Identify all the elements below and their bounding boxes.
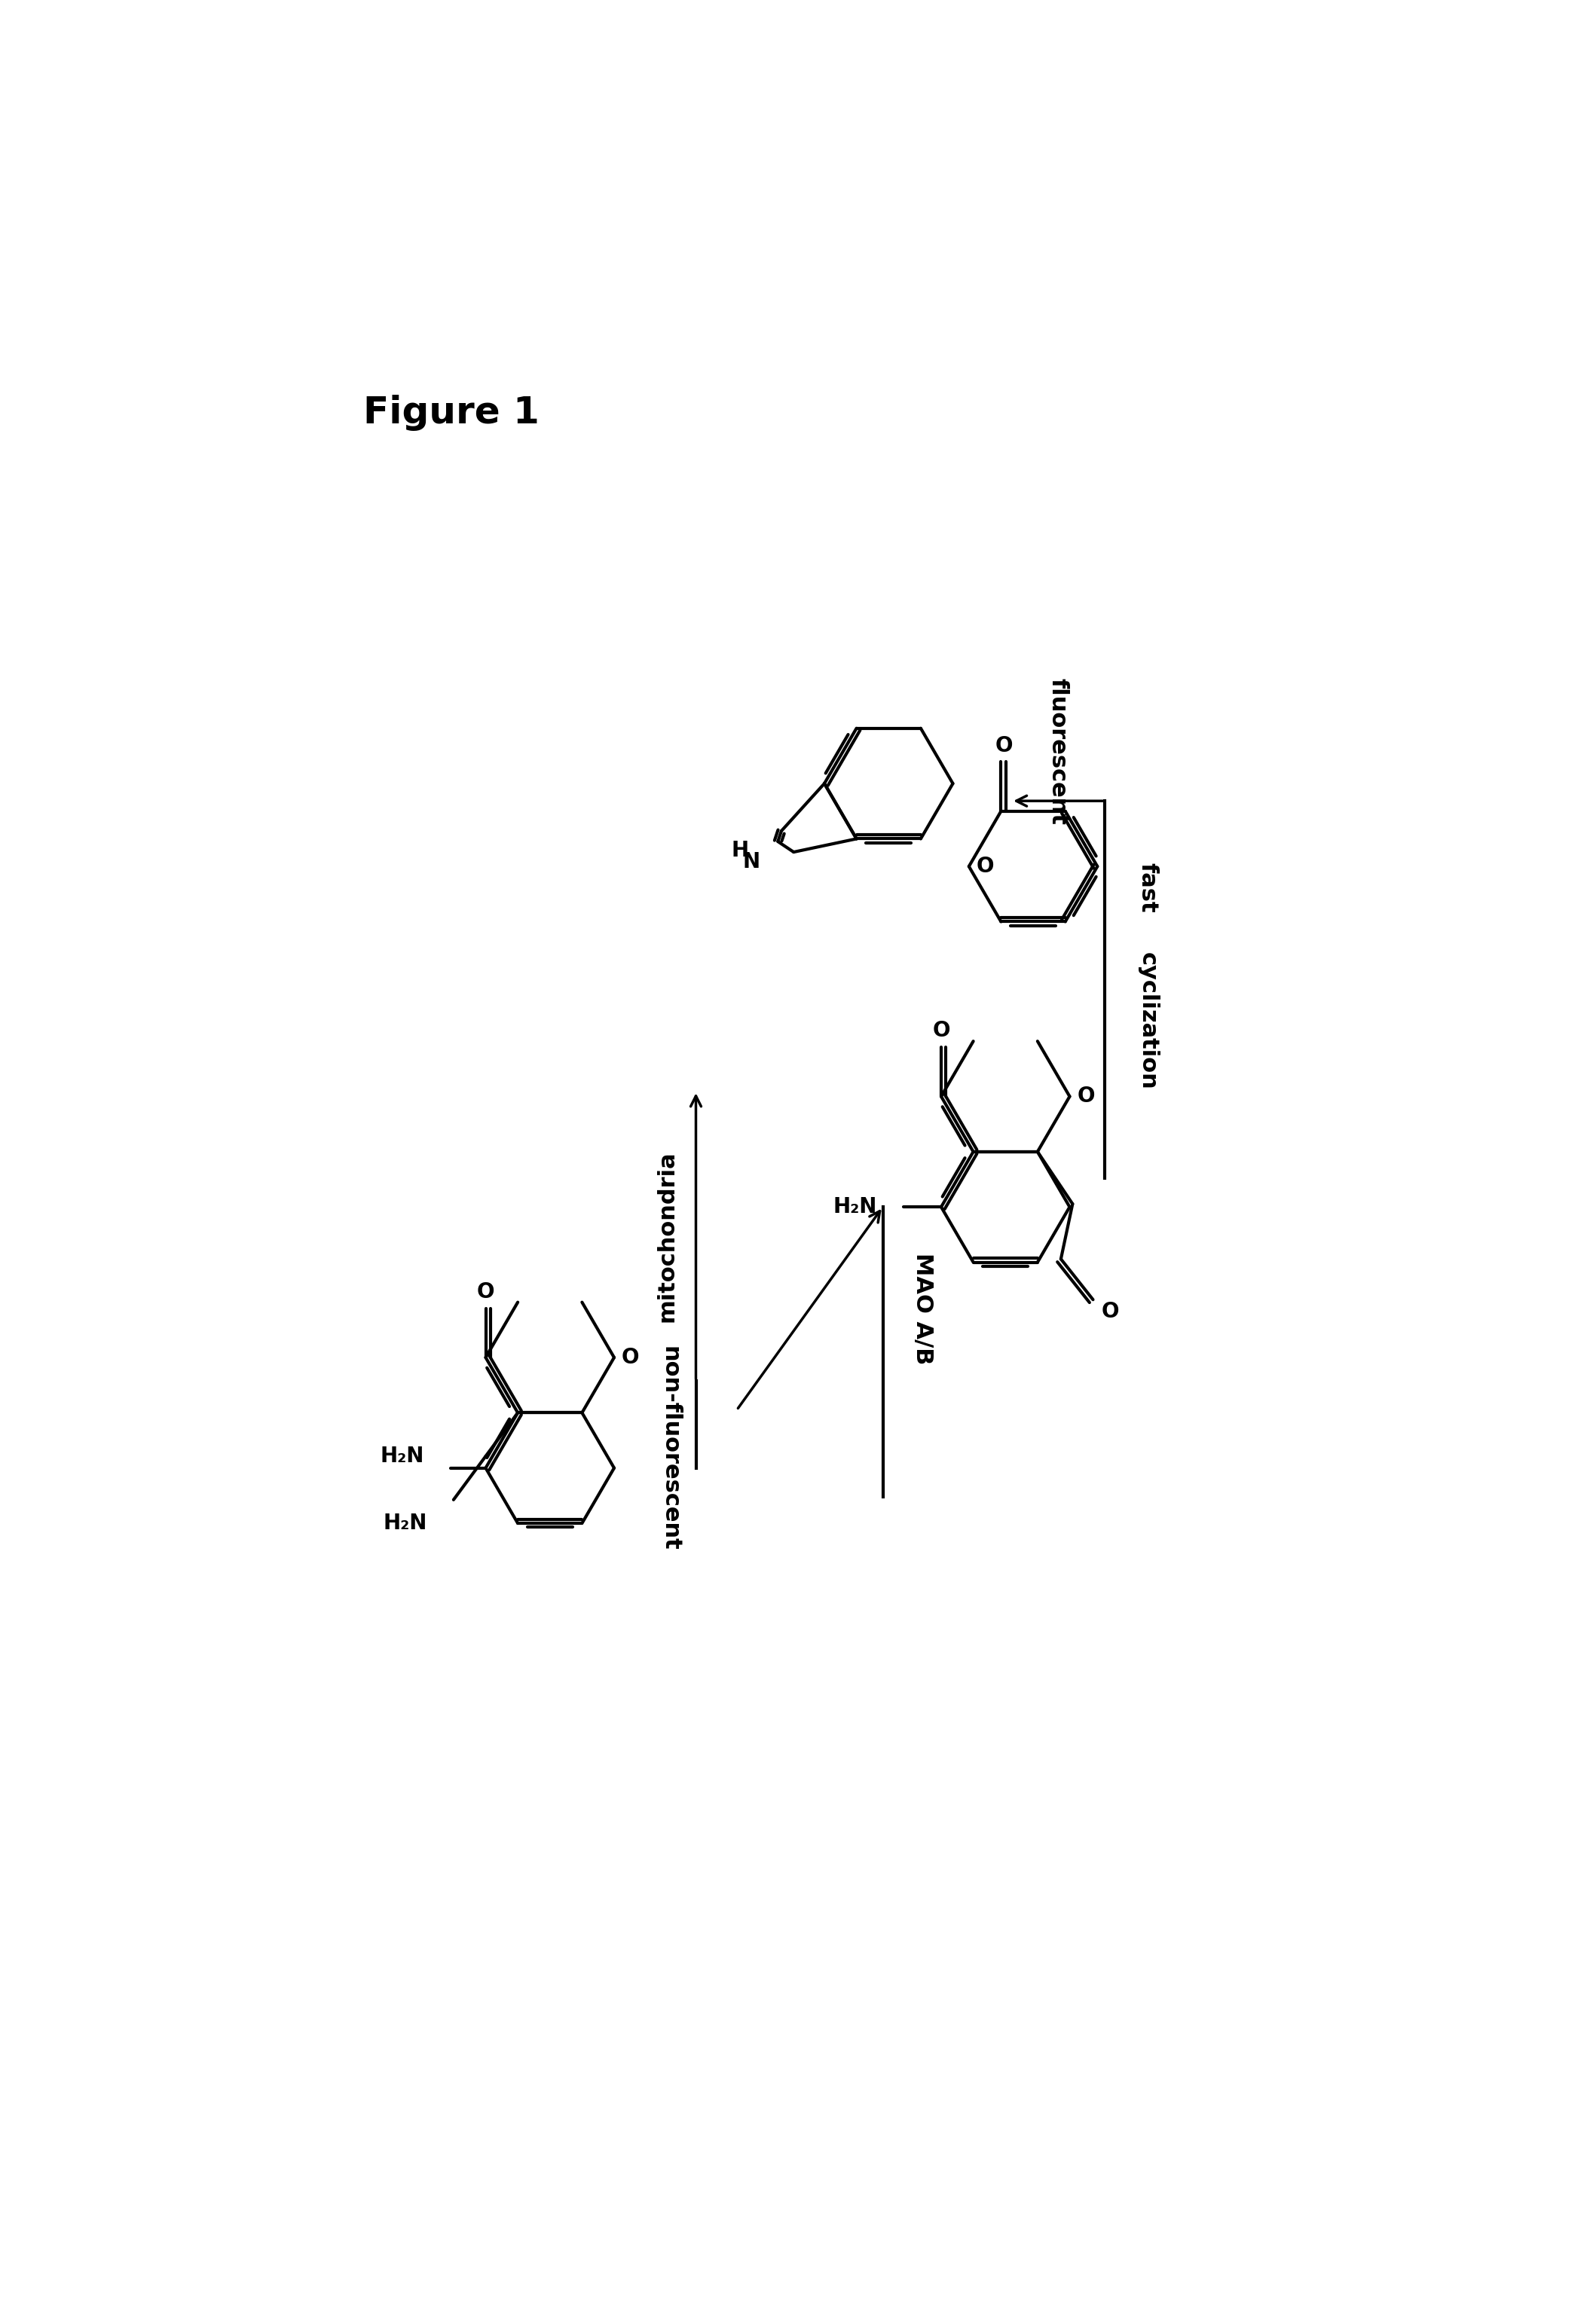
Text: O: O xyxy=(994,734,1013,755)
Text: O: O xyxy=(1077,1085,1095,1106)
Text: fast: fast xyxy=(1136,862,1159,913)
Text: O: O xyxy=(621,1348,640,1369)
Text: O: O xyxy=(1101,1301,1119,1322)
Text: MAO A/B: MAO A/B xyxy=(911,1253,934,1364)
Text: N: N xyxy=(742,851,760,872)
Text: non-fluorescent: non-fluorescent xyxy=(659,1346,680,1550)
Text: H₂N: H₂N xyxy=(380,1446,425,1466)
Text: H: H xyxy=(731,839,749,860)
Text: H₂N: H₂N xyxy=(383,1513,428,1534)
Text: O: O xyxy=(477,1281,495,1301)
Text: cyclization: cyclization xyxy=(1136,953,1159,1090)
Text: O: O xyxy=(977,855,994,876)
Text: fluorescent: fluorescent xyxy=(1047,679,1069,825)
Text: H₂N: H₂N xyxy=(833,1197,876,1218)
Text: mitochondria: mitochondria xyxy=(656,1150,678,1322)
Text: Figure 1: Figure 1 xyxy=(362,395,539,430)
Text: O: O xyxy=(932,1020,950,1041)
